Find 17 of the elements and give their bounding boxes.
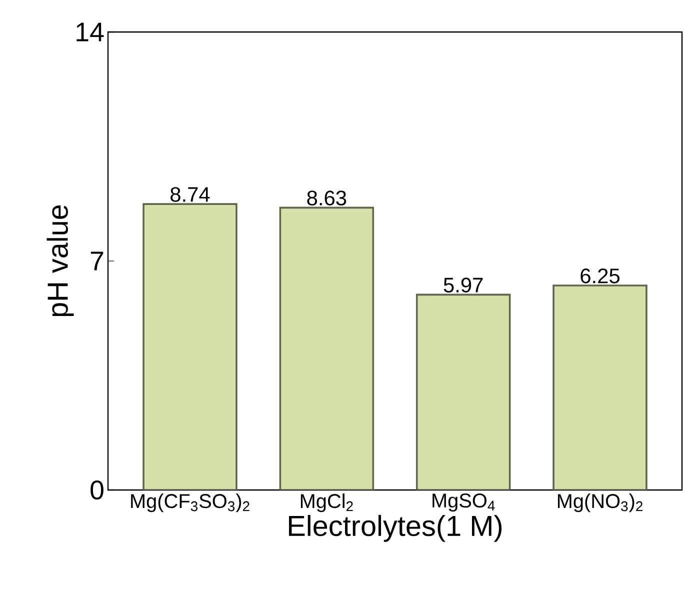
x-tick-label: MgCl$_{2}$ [300,494,353,512]
bar [280,208,374,490]
x-tick-label: Mg(NO$_{3}$)$_{2}$ [558,494,642,512]
y-tick-label: 14 [76,22,104,42]
bar [552,284,648,490]
bar [416,294,510,490]
x-tick-label: MgSO$_{4}$ [432,494,495,512]
y-axis-title: pH value [46,205,74,316]
x-axis-title: Electrolytes(1 M) [289,514,502,542]
data-label: 8.74 [170,187,210,202]
bar [144,204,236,490]
data-label: 6.25 [580,268,620,284]
y-tick-label: 0 [90,480,104,500]
data-label: 8.63 [307,190,346,206]
y-tick-label: 7 [90,252,104,270]
x-tick-label: Mg(CF$_{3}$SO$_{3}$)$_{2}$ [131,494,250,512]
data-label: 5.97 [444,278,483,292]
